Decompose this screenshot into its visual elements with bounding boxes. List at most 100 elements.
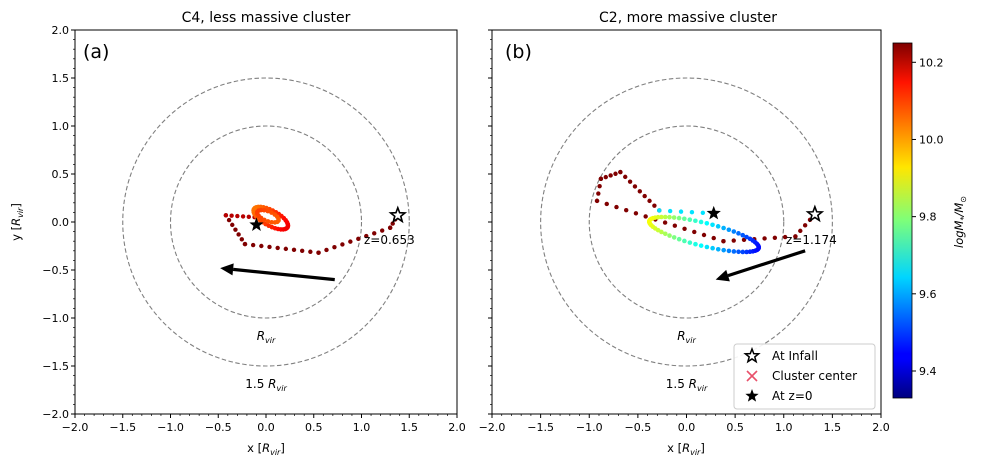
trajectory-point <box>642 193 647 199</box>
colorbar: 9.4 9.6 9.8 10.0 10.2 logM*/M⊙ <box>892 42 968 399</box>
panel-a-frame <box>74 29 458 415</box>
panel-a-trajectory <box>223 204 400 255</box>
trajectory-point <box>275 245 280 251</box>
direction-arrow-head <box>220 263 234 276</box>
trajectory-point <box>379 228 385 233</box>
x-tick-label: −1.5 <box>527 421 554 434</box>
trajectory-point <box>710 222 715 228</box>
trajectory-point <box>693 241 698 247</box>
trajectory-point <box>744 234 749 240</box>
trajectory-point <box>682 216 687 222</box>
trajectory-point <box>267 244 272 250</box>
trajectory-point <box>229 213 234 218</box>
circle-label-0: Rvir <box>257 329 276 345</box>
trajectory-point <box>721 239 726 244</box>
trajectory-point <box>715 224 721 229</box>
trajectory-point <box>652 203 657 208</box>
panel-b-circles <box>540 77 833 367</box>
trajectory-point <box>762 236 767 241</box>
trajectory-point <box>364 233 369 239</box>
y-tick-label: −2.0 <box>42 408 69 421</box>
x-tick-label: 1.5 <box>401 421 419 434</box>
trajectory-point <box>755 246 761 252</box>
trajectory-point <box>782 234 788 240</box>
trajectory-point <box>731 249 737 254</box>
panel-a-circles <box>122 77 410 367</box>
trajectory-point <box>689 210 695 215</box>
colorbar-label: logM*/M⊙ <box>952 196 968 248</box>
trajectory-point <box>637 189 643 194</box>
z0-star-marker <box>249 217 264 231</box>
trajectory-point <box>284 225 289 231</box>
z0-star-marker <box>706 205 721 220</box>
trajectory-point <box>308 249 313 254</box>
trajectory-point <box>657 208 662 213</box>
y-tick-label: −1.5 <box>42 360 69 373</box>
trajectory-point <box>682 226 687 231</box>
x-tick-label: 0.5 <box>305 421 323 434</box>
trajectory-point <box>242 241 248 247</box>
circle-r-0 <box>169 125 363 319</box>
y-tick-label: 0.0 <box>52 216 70 229</box>
trajectory-point <box>348 239 353 244</box>
trajectory-point <box>698 243 704 248</box>
legend: At Infall Cluster center At z=0 <box>733 343 876 410</box>
circle-label-0: Rvir <box>677 329 696 345</box>
trajectory-point <box>316 250 321 255</box>
y-tick-label: −0.5 <box>42 264 69 277</box>
trajectory-point <box>667 208 673 214</box>
trajectory-point <box>236 232 241 237</box>
trajectory-point <box>736 231 741 236</box>
trajectory-point <box>269 210 274 215</box>
circle-label-1: 1.5 Rvir <box>666 377 708 393</box>
trajectory-point <box>250 242 256 248</box>
x-tick-label: −1.0 <box>576 421 603 434</box>
trajectory-point <box>671 215 677 220</box>
panel-a-ylabel: y [Rvir] <box>9 203 25 241</box>
panel-a-tag: (a) <box>83 41 109 63</box>
trajectory-point <box>692 229 697 235</box>
trajectory-point <box>659 214 664 220</box>
x-tick-label: −1.5 <box>109 421 136 434</box>
trajectory-point <box>387 225 393 230</box>
y-tick-label: 1.0 <box>52 120 70 133</box>
trajectory-point <box>627 179 633 184</box>
trajectory-point <box>356 236 361 242</box>
panel-b-infall-label: z=1.174 <box>786 233 837 247</box>
legend-x-icon <box>746 370 758 382</box>
legend-label: At z=0 <box>772 389 813 403</box>
trajectory-point <box>736 249 741 255</box>
trajectory-point <box>672 223 678 228</box>
trajectory-point <box>740 232 746 238</box>
trajectory-point <box>372 231 377 236</box>
trajectory-point <box>676 215 682 221</box>
trajectory-point <box>687 217 693 222</box>
trajectory-point <box>614 204 619 210</box>
direction-arrow-head <box>715 269 730 282</box>
trajectory-point <box>687 240 693 245</box>
trajectory-point <box>647 198 652 204</box>
legend-box <box>733 343 876 410</box>
trajectory-point <box>608 173 613 178</box>
x-tick-label: 2.0 <box>448 421 466 434</box>
colorbar-ticks: 9.4 9.6 9.8 10.0 10.2 <box>912 56 944 378</box>
trajectory-point <box>693 218 698 224</box>
trajectory-point <box>740 249 746 255</box>
trajectory-point <box>624 207 629 213</box>
trajectory-point <box>704 221 710 226</box>
direction-arrow-shaft <box>232 267 335 282</box>
trajectory-point <box>671 235 677 240</box>
panel-a-xlabel: x [Rvir] <box>247 441 285 457</box>
colorbar-tick-label: 9.8 <box>919 211 937 224</box>
trajectory-point <box>604 201 609 207</box>
trajectory-point <box>798 228 803 234</box>
trajectory-point <box>802 223 808 228</box>
trajectory-point <box>596 191 601 196</box>
x-tick-label: −0.5 <box>625 421 652 434</box>
trajectory-point <box>603 174 608 180</box>
infall-star-marker <box>805 204 825 223</box>
circle-label-1: 1.5 Rvir <box>245 377 287 393</box>
x-tick-label: 1.0 <box>353 421 371 434</box>
colorbar-tick-label: 9.6 <box>919 288 937 301</box>
trajectory-point <box>700 210 706 215</box>
